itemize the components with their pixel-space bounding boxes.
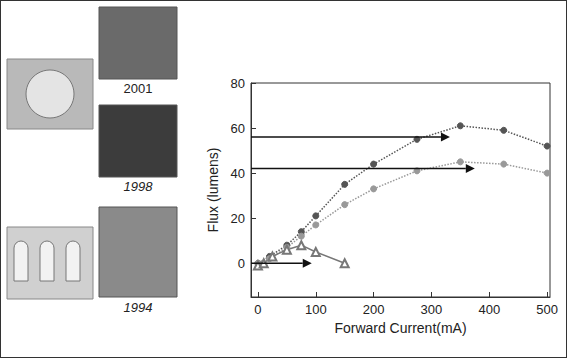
svg-text:0: 0	[238, 256, 245, 271]
svg-text:40: 40	[231, 166, 245, 181]
svg-text:1998: 1998	[124, 179, 154, 194]
svg-text:Flux (lumens): Flux (lumens)	[205, 148, 221, 233]
svg-text:1994: 1994	[124, 300, 153, 315]
svg-text:500: 500	[536, 302, 558, 317]
svg-text:60: 60	[231, 121, 245, 136]
svg-text:2001: 2001	[124, 81, 153, 96]
svg-text:20: 20	[231, 211, 245, 226]
svg-text:200: 200	[363, 302, 385, 317]
svg-text:400: 400	[478, 302, 500, 317]
svg-text:300: 300	[421, 302, 443, 317]
svg-text:Forward Current(mA): Forward Current(mA)	[334, 320, 466, 336]
svg-text:80: 80	[231, 76, 245, 91]
svg-text:100: 100	[305, 302, 327, 317]
svg-text:0: 0	[254, 302, 261, 317]
